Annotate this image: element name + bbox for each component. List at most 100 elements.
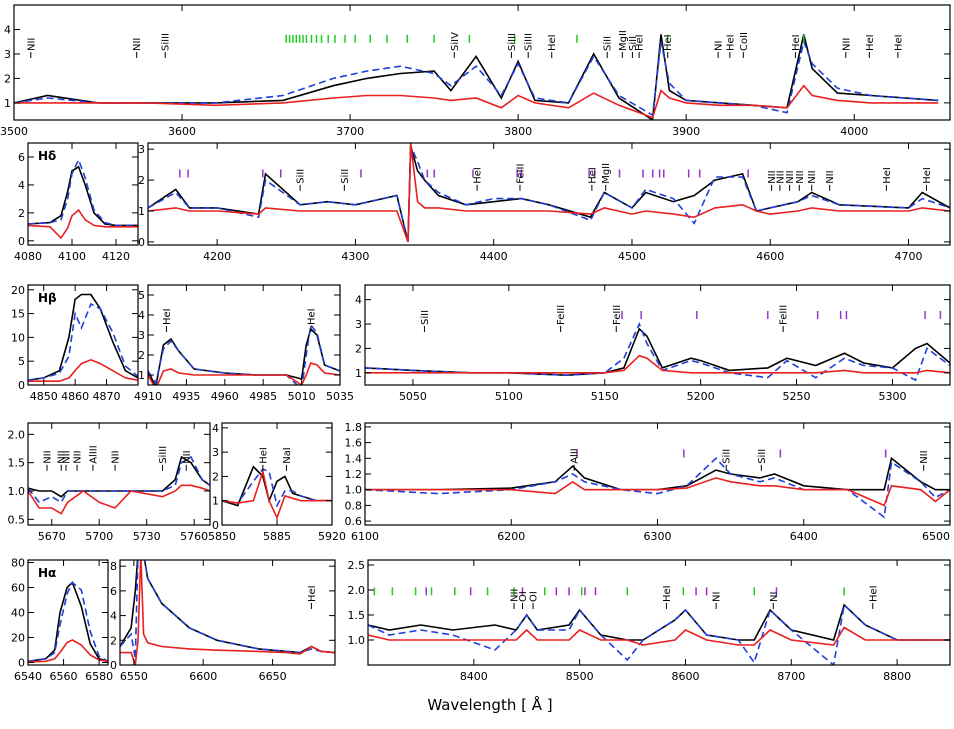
y-tick-label: 8 [110, 560, 117, 573]
line-annotation: NI [712, 592, 723, 602]
spectrum-line [365, 321, 950, 382]
x-tick-label: 5200 [687, 390, 715, 403]
spectrum-line [28, 157, 138, 227]
x-tick-label: 4100 [58, 250, 86, 263]
spectrum-line [28, 293, 138, 381]
x-tick-label: 4870 [93, 390, 121, 403]
spectrum-line [365, 354, 950, 374]
y-tick-label: 1.2 [345, 468, 363, 481]
axes-frame [367, 559, 951, 666]
y-tick-label: 10 [11, 331, 25, 344]
line-annotation: SiIII [524, 33, 535, 51]
y-tick-label: 60 [11, 582, 25, 595]
x-tick-label: 4910 [134, 390, 162, 403]
y-tick-label: 1 [138, 369, 145, 382]
y-tick-label: 1.6 [345, 437, 363, 450]
line-annotation: HeI [162, 308, 173, 325]
x-tick-label: 5885 [263, 530, 291, 543]
y-tick-label: 1.0 [345, 484, 363, 497]
spectrum-line [28, 484, 210, 515]
line-annotation: SiII [722, 449, 733, 464]
line-annotation: FeIII [779, 305, 790, 325]
x-tick-label: 4300 [341, 250, 369, 263]
line-annotation: NII [132, 38, 143, 51]
spectrum-line [148, 143, 950, 243]
x-tick-label: 5670 [38, 530, 66, 543]
x-tick-label: 4000 [840, 125, 868, 138]
line-annotation: SiII [340, 169, 351, 184]
line-annotation: HeI [868, 585, 879, 602]
line-annotation: OI [529, 591, 540, 602]
y-tick-label: 0 [138, 236, 145, 249]
y-tick-label: 20 [11, 632, 25, 645]
line-annotation: CoII [739, 32, 750, 51]
axes-frame [119, 559, 336, 666]
x-tick-label: 3600 [168, 125, 196, 138]
x-tick-label: 5850 [208, 530, 236, 543]
y-tick-label: 0 [212, 519, 219, 532]
panel: AlII SiII SiII NII 6100 6200 6300 6400 6500 0.6 0.… [345, 421, 951, 543]
x-tick-label: 3800 [504, 125, 532, 138]
plot-area: HeI HeI [148, 308, 340, 385]
x-tick-label: 6580 [85, 670, 113, 683]
y-tick-label: 1.5 [348, 609, 366, 622]
line-annotation: SiIII [158, 446, 169, 464]
x-tick-label: 6540 [14, 670, 42, 683]
line-annotation: HeI [258, 447, 269, 464]
spectrum-line [28, 358, 138, 382]
panel: HeI NaI 5850 5885 5920 0 1 2 3 4 [208, 422, 346, 543]
y-tick-label: 1 [212, 495, 219, 508]
x-tick-label: 4700 [895, 250, 923, 263]
line-annotation: FeIII [515, 164, 526, 184]
spectrum-line [120, 560, 335, 665]
x-tick-label: 6650 [259, 670, 287, 683]
line-annotation: MgII [618, 30, 629, 51]
panel: 6540 6560 6580 0 20 40 60 80 Hα [11, 557, 113, 684]
axes-frame [364, 284, 951, 386]
line-annotation: AlIII [88, 445, 99, 463]
y-tick-label: 4 [110, 610, 117, 623]
y-tick-label: 0 [18, 657, 25, 670]
plot-area: HeI NaI [222, 447, 332, 520]
y-tick-label: 2.0 [348, 584, 366, 597]
x-tick-label: 4120 [102, 250, 130, 263]
y-tick-label: 6 [18, 151, 25, 164]
axes-frame [147, 284, 341, 386]
panel: HeI 6550 6600 6650 0 2 4 6 8 [110, 559, 336, 683]
spectrum-line [148, 362, 340, 385]
line-annotation: NII [775, 170, 786, 183]
y-tick-label: 0.6 [345, 515, 363, 528]
plot-area: HeI [120, 560, 335, 665]
spectrum-line [365, 477, 950, 507]
y-tick-label: 2 [355, 342, 362, 355]
panel: NII NII SiIII SiIV SiIII SiIII HeI SiII MgII SiII… [0, 4, 951, 138]
y-tick-label: 4 [138, 309, 145, 322]
spectrum-line [148, 145, 950, 243]
y-tick-label: 0.8 [345, 499, 363, 512]
x-tick-label: 6560 [50, 670, 78, 683]
y-tick-label: 0 [18, 379, 25, 392]
x-tick-label: 4860 [61, 390, 89, 403]
line-annotation: NII [61, 450, 72, 463]
line-annotation: NI [769, 592, 780, 602]
x-tick-label: 8400 [460, 670, 488, 683]
line-annotation: FeIII [612, 305, 623, 325]
x-tick-label: 5050 [399, 390, 427, 403]
y-tick-label: 1.5 [8, 457, 26, 470]
panel: 4850 4860 4870 0 5 10 15 20 Hβ [11, 284, 139, 403]
spectrum-line [28, 639, 108, 663]
y-tick-label: 2 [138, 174, 145, 187]
line-annotation: HeI [587, 167, 598, 184]
line-annotation: NaI [282, 447, 293, 464]
panel-label: Hα [38, 566, 56, 580]
y-tick-label: 1.8 [345, 421, 363, 434]
x-tick-label: 5035 [326, 390, 354, 403]
axes-frame [13, 4, 951, 121]
spectrum-line [28, 302, 138, 381]
line-annotation: NII [807, 170, 818, 183]
x-axis-label: Wavelength [ Å ] [427, 695, 552, 714]
y-tick-label: 3 [355, 318, 362, 331]
line-annotation: SiII [757, 449, 768, 464]
